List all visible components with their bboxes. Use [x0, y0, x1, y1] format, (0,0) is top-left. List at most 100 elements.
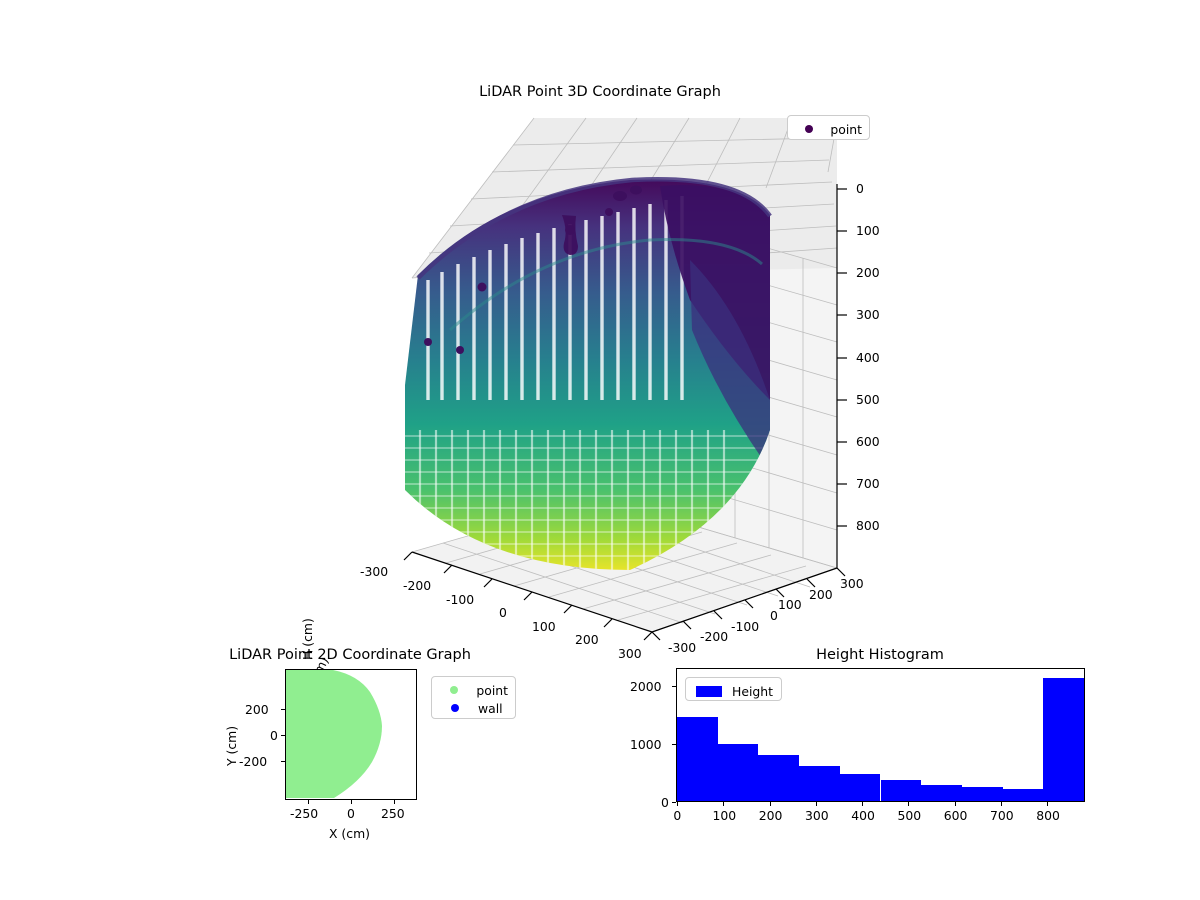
legend-row-point[interactable]: point [794, 120, 862, 138]
yhist-tick-1000: 1000 [630, 737, 662, 752]
x2d-tick-250: 250 [381, 806, 405, 821]
legend-marker-point-2d [438, 686, 470, 694]
histogram-bar [717, 743, 759, 801]
z-tick-700: 700 [856, 476, 880, 491]
z-tick-500: 500 [856, 392, 880, 407]
yhist-tick-2000: 2000 [630, 679, 662, 694]
x-tick--200: -200 [403, 578, 432, 593]
legend-label-height: Height [732, 683, 773, 699]
histogram-bar [961, 787, 1003, 801]
histogram-bars [677, 669, 1084, 801]
x2d-tickmark-250 [394, 800, 396, 804]
z-tick-800: 800 [856, 518, 880, 533]
histogram-bar [799, 765, 840, 801]
histogram-bar [1002, 789, 1044, 801]
legend-marker-height [692, 685, 726, 697]
xhist-tickmark-0 [677, 802, 679, 806]
z-tick-100: 100 [856, 223, 880, 238]
x2d-tickmark-0 [351, 800, 353, 804]
xhist-tickmark-400 [862, 802, 864, 806]
xhist-tick-0: 0 [673, 808, 682, 823]
xhist-tickmark-100 [723, 802, 725, 806]
lidar-3d-legend[interactable]: point [787, 115, 870, 140]
histogram-bar [677, 716, 718, 801]
legend-row-height[interactable]: Height [692, 682, 774, 700]
x-tick-200: 200 [575, 632, 599, 647]
histogram-bar [1043, 677, 1084, 801]
circle-marker-icon [805, 125, 814, 133]
z-tick-400: 400 [856, 350, 880, 365]
xhist-tick-100: 100 [712, 808, 737, 823]
legend-row-point-2d[interactable]: point [438, 681, 508, 699]
xhist-tick-800: 800 [1036, 808, 1060, 823]
xhist-tickmark-700 [1000, 802, 1002, 806]
x-tick--100: -100 [446, 592, 475, 607]
lidar-3d-title: LiDAR Point 3D Coordinate Graph [479, 84, 721, 100]
xhist-tickmark-300 [815, 802, 817, 806]
height-histogram-legend[interactable]: Height [685, 677, 782, 701]
xhist-tickmark-800 [1047, 802, 1049, 806]
y-tick-0: 0 [770, 608, 778, 623]
legend-marker-wall-2d [438, 704, 472, 712]
histogram-bar [880, 780, 922, 801]
xhist-tick-400: 400 [851, 808, 875, 823]
y-tick-300: 300 [840, 576, 864, 591]
z-axis-label: H (cm) [300, 618, 315, 660]
xhist-tick-300: 300 [804, 808, 829, 823]
height-histogram-axes[interactable] [676, 668, 1085, 802]
lidar-3d-canvas [403, 117, 847, 641]
histogram-bar [839, 774, 881, 801]
legend-row-wall-2d[interactable]: wall [438, 699, 508, 717]
x-tick-300: 300 [618, 646, 642, 661]
y2d-tickmark-0 [281, 735, 285, 737]
lidar-2d-legend[interactable]: point wall [431, 676, 516, 719]
lidar-2d-canvas [286, 670, 382, 798]
z-tick-200: 200 [856, 265, 880, 280]
lidar-3d-axes: 0 100 200 300 400 500 600 700 800 H (cm)… [295, 100, 900, 702]
z-tick-300: 300 [856, 307, 880, 322]
x2d-tick--250: -250 [290, 806, 319, 821]
yhist-tick-0: 0 [661, 795, 669, 810]
point-region [286, 670, 382, 798]
xhist-tick-600: 600 [943, 808, 968, 823]
yhist-tickmark-0 [672, 802, 676, 804]
xhist-tick-500: 500 [897, 808, 922, 823]
z-tick-0: 0 [856, 181, 864, 196]
legend-marker-point [794, 125, 824, 133]
histogram-bar [758, 754, 800, 801]
xhist-tickmark-200 [769, 802, 771, 806]
y-tick-200: 200 [809, 587, 833, 602]
lidar-2d-axes[interactable] [285, 669, 417, 800]
yhist-tickmark-1000 [672, 744, 676, 746]
bar-patch-icon [696, 685, 722, 697]
x-tick--300: -300 [360, 564, 389, 579]
y2d-tickmark-200 [281, 709, 285, 711]
y2d-tick-200: 200 [245, 702, 269, 717]
lidar-2d-title: LiDAR Point 2D Coordinate Graph [229, 647, 471, 663]
y-tickmarks-3d [651, 567, 846, 641]
xhist-tickmark-600 [954, 802, 956, 806]
y-tick--200: -200 [700, 629, 729, 644]
y2d-tickmark--200 [281, 761, 285, 763]
z-tickmarks-3d [837, 188, 847, 527]
height-histogram-title: Height Histogram [816, 647, 944, 663]
xhist-tick-700: 700 [989, 808, 1014, 823]
legend-label-point: point [830, 121, 862, 137]
x-tick-100: 100 [532, 619, 556, 634]
y-tick--100: -100 [731, 619, 760, 634]
y2d-tick-0: 0 [270, 728, 278, 743]
y2d-axis-label: Y (cm) [224, 725, 239, 766]
y2d-tick--200: -200 [239, 754, 268, 769]
legend-label-wall-2d: wall [478, 700, 503, 716]
circle-marker-icon [450, 686, 459, 694]
x2d-tick-0: 0 [347, 806, 355, 821]
xhist-tickmark-500 [908, 802, 910, 806]
x-tick-0: 0 [499, 605, 507, 620]
legend-label-point-2d: point [476, 682, 508, 698]
yhist-tickmark-2000 [672, 686, 676, 688]
histogram-bar [921, 785, 962, 801]
y-tick-100: 100 [778, 597, 802, 612]
circle-marker-icon [451, 704, 459, 712]
outlier-points [424, 185, 642, 354]
